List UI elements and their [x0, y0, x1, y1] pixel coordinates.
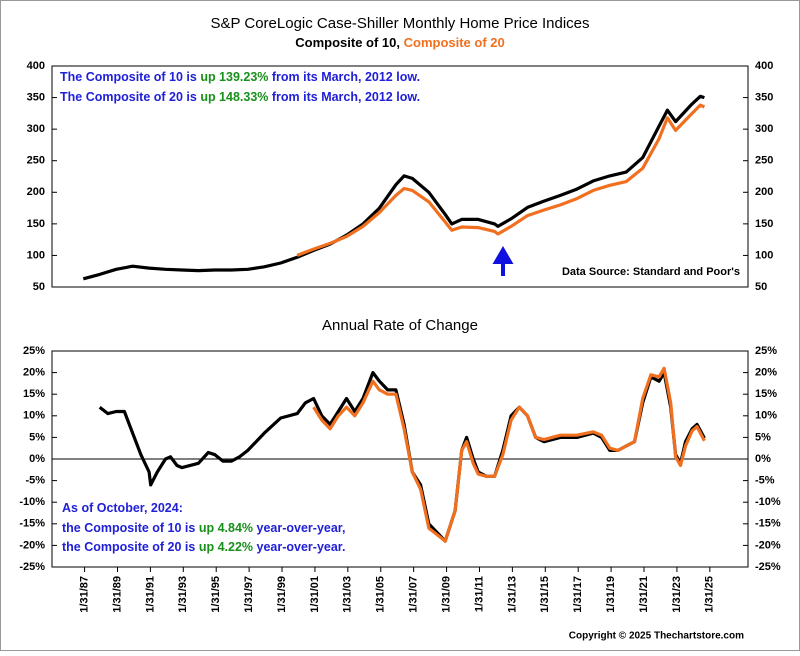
x-tick-label: 1/31/11 [473, 576, 485, 612]
y2-tick-label: 15% [755, 388, 777, 400]
x-tick-label: 1/31/17 [572, 576, 584, 613]
annotation-part: year-over-year. [253, 540, 345, 554]
annotation-part: The Composite of 20 is [60, 90, 200, 104]
annotation: the Composite of 20 is up 4.22% year-ove… [62, 540, 345, 554]
annotation: The Composite of 10 is up 139.23% from i… [60, 70, 420, 84]
y-tick-label: -15% [19, 518, 45, 530]
x-tick-label: 1/31/25 [704, 576, 716, 613]
x-tick-label: 1/31/93 [177, 576, 189, 613]
y-tick-label: 5% [29, 431, 45, 443]
annotation-part: the Composite of 10 is [62, 521, 199, 535]
y-tick-label: 250 [27, 155, 45, 167]
annotation-part: from its March, 2012 low. [268, 90, 420, 104]
y2-tick-label: 300 [755, 123, 773, 135]
x-tick-label: 1/31/13 [506, 576, 518, 613]
y2-tick-label: 250 [755, 155, 773, 167]
x-tick-label: 1/31/03 [342, 576, 354, 613]
y2-tick-label: -25% [755, 561, 781, 573]
y-tick-label: 150 [27, 218, 45, 230]
y-tick-label: 10% [23, 410, 45, 422]
annotation-part: the Composite of 20 is [62, 540, 199, 554]
y2-tick-label: 350 [755, 91, 773, 103]
y2-tick-label: 200 [755, 186, 773, 198]
y-tick-label: -25% [19, 561, 45, 573]
x-tick-label: 1/31/23 [671, 576, 683, 613]
y-tick-label: 300 [27, 123, 45, 135]
y2-tick-label: -20% [755, 539, 781, 551]
y-tick-label: 100 [27, 249, 45, 261]
x-tick-label: 1/31/01 [309, 576, 321, 613]
x-tick-label: 1/31/87 [78, 576, 90, 613]
x-tick-label: 1/31/09 [440, 576, 452, 613]
chart-title: Annual Rate of Change [322, 317, 478, 334]
annotation-part: up 148.33% [200, 90, 268, 104]
y2-tick-label: 5% [755, 431, 771, 443]
y2-tick-label: -15% [755, 518, 781, 530]
annotation-part: The Composite of 10 is [60, 70, 200, 84]
subtitle-separator: , [396, 35, 403, 50]
data-source: Data Source: Standard and Poor's [562, 266, 740, 278]
x-tick-label: 1/31/97 [243, 576, 255, 613]
x-tick-label: 1/31/05 [375, 576, 387, 613]
series-line [312, 366, 706, 543]
y2-tick-label: 20% [755, 367, 777, 379]
annotation: As of October, 2024: [62, 501, 183, 515]
annotation-part: As of October, 2024: [62, 501, 183, 515]
x-tick-label: 1/31/89 [111, 576, 123, 613]
y-tick-label: 200 [27, 186, 45, 198]
x-tick-label: 1/31/07 [408, 576, 420, 613]
y-tick-label: 20% [23, 367, 45, 379]
x-tick-label: 1/31/19 [605, 576, 617, 613]
y-tick-label: 400 [27, 60, 45, 72]
x-tick-label: 1/31/21 [638, 576, 650, 613]
annotation-part: year-over-year, [253, 521, 345, 535]
annotation-part: up 4.22% [199, 540, 253, 554]
series-line [82, 94, 705, 281]
annotation: the Composite of 10 is up 4.84% year-ove… [62, 521, 345, 535]
x-tick-label: 1/31/99 [276, 576, 288, 613]
y2-tick-label: 150 [755, 218, 773, 230]
y-tick-label: -10% [19, 496, 45, 508]
y2-tick-label: 25% [755, 345, 777, 357]
y-tick-label: 350 [27, 91, 45, 103]
x-tick-label: 1/31/91 [144, 576, 156, 613]
legend-entry: Composite of 20 [404, 35, 505, 50]
footer: Copyright © 2025 Thechartstore.com [569, 631, 744, 642]
y2-tick-label: 100 [755, 249, 773, 261]
legend-entry: Composite of 10 [295, 35, 396, 50]
x-tick-label: 1/31/95 [210, 576, 222, 613]
y-tick-label: 25% [23, 345, 45, 357]
y-tick-label: 50 [33, 281, 45, 293]
y2-tick-label: 0% [755, 453, 771, 465]
y2-tick-label: -10% [755, 496, 781, 508]
y-tick-label: -20% [19, 539, 45, 551]
y2-tick-label: -5% [755, 475, 775, 487]
annotation-part: up 4.84% [199, 521, 253, 535]
low-arrow [492, 246, 514, 276]
y-tick-label: 0% [29, 453, 45, 465]
x-tick-label: 1/31/15 [539, 576, 551, 613]
y2-tick-label: 400 [755, 60, 773, 72]
y2-tick-label: 10% [755, 410, 777, 422]
y-tick-label: -5% [25, 475, 45, 487]
y2-tick-label: 50 [755, 281, 767, 293]
annotation: The Composite of 20 is up 148.33% from i… [60, 90, 420, 104]
annotation-part: up 139.23% [200, 70, 268, 84]
annotation-part: from its March, 2012 low. [268, 70, 420, 84]
chart-title: S&P CoreLogic Case-Shiller Monthly Home … [210, 15, 589, 32]
chart-subtitle: Composite of 10, Composite of 20 [295, 35, 504, 50]
series-line [296, 103, 706, 257]
y-tick-label: 15% [23, 388, 45, 400]
